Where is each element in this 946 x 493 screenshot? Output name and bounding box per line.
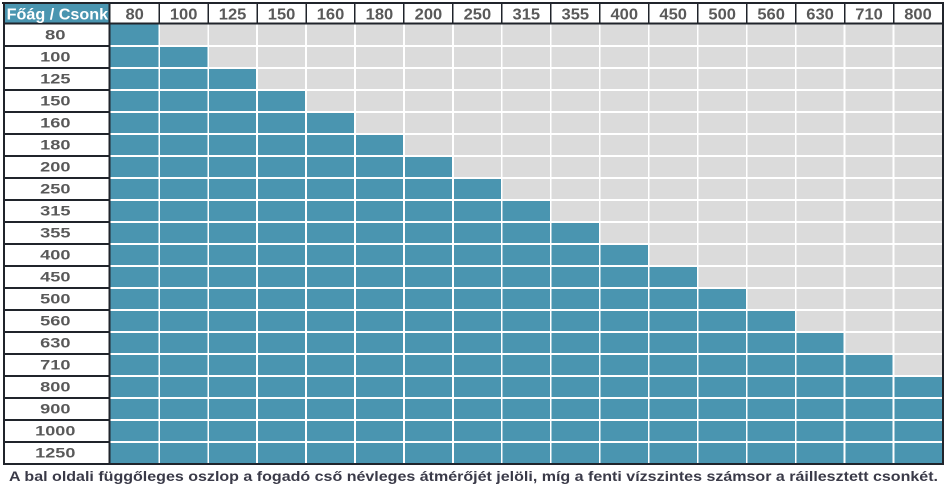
svg-text:100: 100 xyxy=(40,50,71,65)
svg-text:125: 125 xyxy=(219,7,247,24)
svg-text:180: 180 xyxy=(40,138,71,153)
svg-text:355: 355 xyxy=(562,7,590,24)
svg-text:180: 180 xyxy=(366,7,394,24)
svg-text:315: 315 xyxy=(513,7,541,24)
svg-text:160: 160 xyxy=(40,116,71,131)
svg-text:315: 315 xyxy=(40,204,71,219)
svg-text:800: 800 xyxy=(904,7,932,24)
svg-text:1250: 1250 xyxy=(35,446,76,461)
svg-text:630: 630 xyxy=(40,336,71,351)
svg-text:250: 250 xyxy=(40,182,71,197)
svg-text:80: 80 xyxy=(125,7,143,24)
svg-text:560: 560 xyxy=(40,314,71,329)
svg-text:800: 800 xyxy=(40,380,71,395)
svg-text:150: 150 xyxy=(268,7,296,24)
svg-text:500: 500 xyxy=(708,7,736,24)
svg-text:1000: 1000 xyxy=(35,424,76,439)
svg-text:710: 710 xyxy=(40,358,71,373)
svg-text:560: 560 xyxy=(757,7,785,24)
svg-text:450: 450 xyxy=(659,7,687,24)
svg-text:80: 80 xyxy=(45,28,66,43)
svg-text:250: 250 xyxy=(464,7,492,24)
svg-text:400: 400 xyxy=(40,248,71,263)
svg-text:355: 355 xyxy=(40,226,71,241)
svg-text:900: 900 xyxy=(40,402,71,417)
svg-text:160: 160 xyxy=(317,7,345,24)
svg-text:200: 200 xyxy=(40,160,71,175)
svg-text:630: 630 xyxy=(806,7,834,24)
svg-text:400: 400 xyxy=(610,7,638,24)
svg-text:Főág / Csonk: Főág / Csonk xyxy=(7,7,109,24)
svg-text:125: 125 xyxy=(40,72,71,87)
svg-text:500: 500 xyxy=(40,292,71,307)
svg-text:710: 710 xyxy=(855,7,883,24)
svg-text:A bal oldali függőleges oszlop: A bal oldali függőleges oszlop a fogadó … xyxy=(9,468,938,484)
svg-text:450: 450 xyxy=(40,270,71,285)
svg-text:100: 100 xyxy=(170,7,198,24)
svg-text:150: 150 xyxy=(40,94,71,109)
svg-text:200: 200 xyxy=(415,7,443,24)
